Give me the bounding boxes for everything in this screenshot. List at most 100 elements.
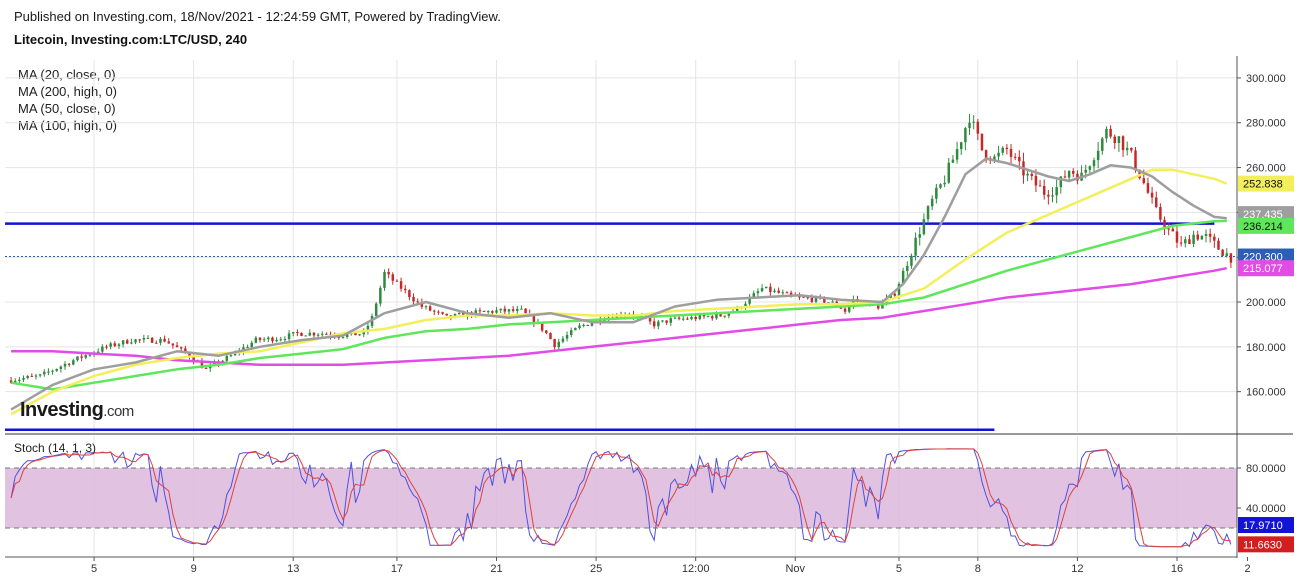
- candle-body: [412, 297, 415, 302]
- candle-body: [362, 331, 365, 335]
- candle-body: [179, 347, 183, 349]
- candle-body: [557, 341, 561, 348]
- candle-body: [72, 360, 75, 365]
- candle-body: [308, 332, 312, 336]
- time-tick-label: 17: [391, 563, 403, 575]
- candle-body: [926, 206, 930, 220]
- candle-body: [586, 324, 590, 326]
- legend-item-ma200[interactable]: MA (200, high, 0): [18, 84, 117, 99]
- time-tick-label: 8: [975, 563, 981, 575]
- candle-body: [1225, 253, 1229, 256]
- candle-body: [735, 306, 739, 311]
- horizontal-levels: [5, 222, 1237, 432]
- stoch-tag-bg: [1238, 536, 1294, 553]
- candle-body: [366, 325, 370, 332]
- candle-body: [1113, 136, 1116, 143]
- candle-body: [291, 332, 295, 334]
- candle-body: [764, 286, 768, 289]
- price-tag-bg: [1238, 217, 1294, 234]
- candle-body: [76, 356, 79, 361]
- candle-body: [275, 339, 278, 342]
- candle-body: [1204, 233, 1208, 236]
- candle-body: [1088, 166, 1092, 170]
- candle-body: [316, 334, 320, 336]
- price-tick-label: 280.000: [1246, 118, 1286, 130]
- candle-body: [1026, 173, 1029, 176]
- time-tick-label: 12: [1071, 563, 1083, 575]
- time-tick-label: 21: [490, 563, 502, 575]
- candle-body: [681, 318, 685, 320]
- candle-body: [955, 149, 959, 160]
- candle-body: [939, 184, 942, 188]
- candle-body: [229, 355, 233, 357]
- candle-body: [96, 351, 100, 353]
- price-tag-label: 215.077: [1243, 263, 1283, 275]
- price-tags: 252.838237.435236.214220.300215.07717.97…: [1238, 175, 1294, 553]
- candle-body: [549, 333, 552, 340]
- price-tick-label: 180.000: [1246, 342, 1286, 354]
- candle-body: [296, 332, 299, 334]
- candle-body: [1188, 239, 1191, 245]
- candle-body: [34, 375, 38, 377]
- candle-body: [1208, 233, 1212, 237]
- price-tag-label: 236.214: [1243, 221, 1283, 233]
- stoch-tick-label: 40.0000: [1246, 503, 1286, 515]
- candle-body: [9, 380, 13, 383]
- price-tick-label: 160.000: [1246, 387, 1286, 399]
- candle-body: [773, 290, 776, 292]
- price-tick-label: 260.000: [1246, 163, 1286, 175]
- candle-body: [1125, 147, 1129, 151]
- price-tag-label: 252.838: [1243, 179, 1283, 191]
- legend-item-ma100[interactable]: MA (100, high, 0): [18, 118, 117, 133]
- candle-body: [482, 310, 486, 312]
- candle-body: [43, 371, 46, 375]
- candle-body: [532, 315, 536, 324]
- candle-body: [802, 296, 805, 298]
- candle-body: [142, 338, 146, 340]
- candle-body: [341, 337, 345, 339]
- candle-body: [130, 342, 133, 344]
- candle-body: [711, 316, 714, 319]
- candle-body: [254, 337, 258, 343]
- price-tick-label: 300.000: [1246, 73, 1286, 85]
- candle-body: [47, 371, 50, 373]
- candle-body: [1005, 147, 1009, 150]
- logo-suffix: .com: [103, 403, 134, 420]
- candle-body: [1063, 176, 1067, 178]
- time-axis: 5 9 13 17 21 25 12:00 Nov 5 8 12 16 2: [91, 557, 1251, 575]
- candle-body: [1121, 136, 1125, 151]
- candle-body: [437, 311, 440, 313]
- candle-body: [752, 293, 756, 298]
- candle-body: [760, 288, 764, 292]
- price-axis: 300.000280.000260.000240.000220.000200.0…: [1237, 73, 1286, 515]
- candle-body: [516, 308, 519, 311]
- candle-body: [18, 379, 21, 381]
- candle-body: [262, 339, 266, 341]
- candle-body: [959, 142, 963, 150]
- candle-body: [499, 308, 502, 311]
- candle-body: [590, 322, 594, 326]
- candle-body: [13, 380, 17, 383]
- chart-title: Litecoin, Investing.com:LTC/USD, 240: [14, 32, 248, 47]
- candle-body: [379, 287, 382, 304]
- candle-body: [524, 308, 527, 314]
- candle-body: [561, 338, 565, 342]
- stoch-band: [5, 467, 1237, 529]
- candle-body: [304, 335, 307, 337]
- candle-body: [101, 346, 104, 352]
- candle-body: [354, 331, 357, 336]
- candle-body: [478, 310, 482, 312]
- candle-body: [980, 133, 984, 151]
- candle-body: [507, 309, 511, 312]
- candle-body: [358, 334, 361, 336]
- candle-body: [474, 310, 478, 316]
- candle-body: [893, 293, 897, 296]
- candle-body: [26, 375, 29, 378]
- candle-body: [922, 219, 926, 235]
- candle-body: [582, 324, 585, 326]
- candle-body: [1105, 128, 1108, 139]
- legend-item-ma50[interactable]: MA (50, close, 0): [18, 101, 116, 116]
- candle-body: [578, 325, 581, 329]
- candle-body: [968, 122, 971, 129]
